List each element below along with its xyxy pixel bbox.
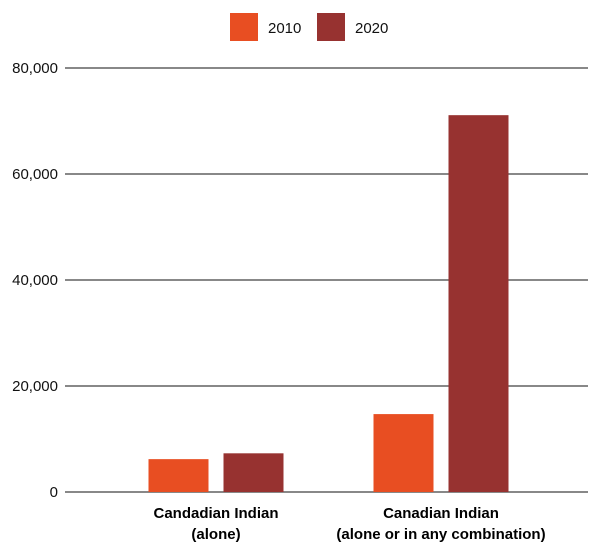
bars (148, 115, 509, 493)
bar-2020 (223, 453, 284, 492)
y-tick-label: 40,000 (12, 272, 58, 289)
gridlines (65, 67, 588, 493)
bar-2010 (148, 459, 209, 492)
bar-2010 (373, 414, 434, 492)
x-category-label: (alone or in any combination) (336, 526, 545, 543)
y-axis-labels: 0 20,000 40,000 60,000 80,000 (12, 60, 58, 501)
legend: 2010 2020 (230, 13, 388, 41)
legend-swatch-2010 (230, 13, 258, 41)
legend-swatch-2020 (317, 13, 345, 41)
legend-label: 2020 (355, 20, 388, 37)
x-axis-labels: Candadian Indian (alone) Canadian Indian (a… (153, 505, 545, 543)
x-category-label: Candadian Indian (153, 505, 278, 522)
x-category-label: (alone) (191, 526, 240, 543)
x-category-label: Canadian Indian (383, 505, 499, 522)
legend-label: 2010 (268, 20, 301, 37)
bar-2020 (448, 115, 509, 493)
y-tick-label: 20,000 (12, 378, 58, 395)
y-tick-label: 80,000 (12, 60, 58, 77)
y-tick-label: 0 (50, 484, 58, 501)
y-tick-label: 60,000 (12, 166, 58, 183)
